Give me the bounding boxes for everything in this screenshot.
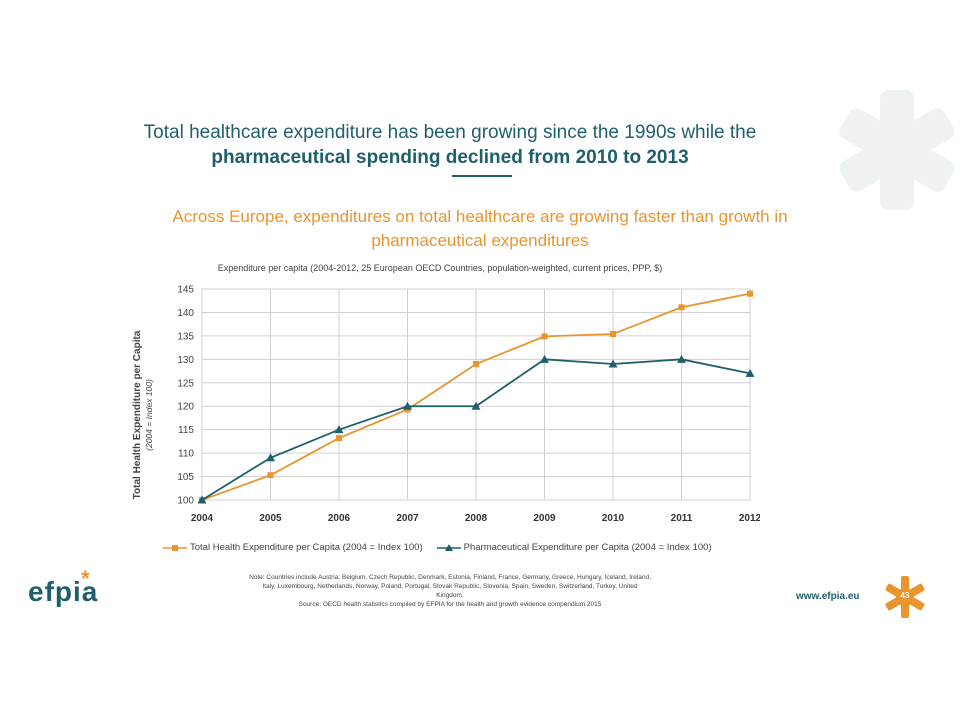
title-line-2: pharmaceutical spending declined from 20… [211, 147, 689, 168]
legend-label-pharma: Pharmaceutical Expenditure per Capita (2… [463, 542, 712, 553]
data-point-total [336, 435, 342, 442]
legend-triangle-marker-icon [436, 543, 461, 551]
data-point-pharma [197, 495, 207, 504]
legend-square-marker-icon [163, 544, 187, 551]
data-point-total [747, 290, 753, 297]
data-point-pharma [266, 453, 275, 462]
chart-legend: Total Health Expenditure per Capita (200… [163, 542, 783, 553]
x-tick-label: 2004 [191, 513, 214, 524]
y-tick-label: 110 [178, 449, 194, 460]
note-line-1: Note: Countries include Austria, Belgium… [249, 574, 651, 581]
y-tick-label: 120 [177, 402, 194, 413]
page-number: 43 [900, 591, 910, 600]
slide-title: Total healthcare expenditure has been gr… [100, 120, 800, 170]
y-tick-label: 105 [177, 472, 194, 483]
title-underline [452, 175, 512, 177]
x-tick-label: 2006 [328, 513, 351, 524]
chart-note: Note: Countries include Austria, Belgium… [210, 573, 690, 609]
data-point-pharma [540, 354, 549, 363]
x-tick-label: 2009 [533, 513, 556, 524]
asterisk-watermark-icon [839, 90, 955, 210]
note-line-3: Kingdom. [436, 592, 464, 599]
chart-grid [201, 288, 751, 501]
y-tick-label: 135 [177, 331, 194, 342]
legend-item-total: Total Health Expenditure per Capita (200… [163, 542, 423, 553]
data-point-pharma [745, 368, 755, 377]
data-point-pharma [471, 401, 481, 410]
source-line: Source: OECD health statistics compiled … [298, 601, 602, 608]
y-tick-labels: 100 105 110 115 120 125 130 135 140 145 [177, 285, 194, 507]
x-tick-label: 2007 [396, 513, 419, 524]
logo-asterisk-icon: * [81, 566, 90, 591]
y-tick-label: 145 [177, 285, 194, 296]
data-point-total [610, 331, 616, 338]
website-url: www.efpia.eu [796, 591, 860, 602]
x-tick-label: 2005 [259, 513, 282, 524]
y-tick-label: 140 [177, 308, 194, 319]
data-point-total [473, 361, 479, 368]
legend-item-pharma: Pharmaceutical Expenditure per Capita (2… [436, 542, 712, 553]
asterisk-badge-icon [885, 576, 925, 618]
note-line-2: Italy, Luxembourg, Netherlands, Norway, … [262, 583, 638, 590]
data-point-pharma [403, 401, 412, 410]
data-point-total [678, 304, 685, 311]
title-line-1: Total healthcare expenditure has been gr… [143, 122, 757, 143]
data-point-pharma [334, 425, 344, 434]
y-tick-label: 125 [177, 378, 194, 389]
x-tick-label: 2008 [465, 513, 488, 524]
x-tick-label: 2010 [602, 513, 625, 524]
data-point-total [267, 472, 274, 479]
efpia-logo: efpia [28, 576, 99, 607]
data-point-pharma [677, 354, 686, 363]
x-tick-label: 2012 [739, 513, 760, 524]
x-tick-labels: 2004 2005 2006 2007 2008 2009 2010 2011 2012 [191, 513, 760, 524]
y-axis-label: Total Health Expenditure per Capita [132, 330, 143, 499]
y-tick-label: 130 [177, 355, 194, 366]
y-tick-label: 100 [177, 496, 194, 507]
slide-subtitle: Across Europe, expenditures on total hea… [172, 207, 788, 250]
chart-title: Expenditure per capita (2004-2012, 25 Eu… [217, 263, 663, 273]
x-tick-label: 2011 [671, 513, 693, 524]
chart-series [197, 290, 755, 504]
legend-label-total: Total Health Expenditure per Capita (200… [190, 542, 423, 553]
data-point-pharma [608, 359, 618, 368]
y-tick-label: 115 [178, 425, 194, 436]
data-point-total [541, 333, 548, 340]
y-axis-sublabel: (2004 = Index 100) [144, 379, 154, 451]
